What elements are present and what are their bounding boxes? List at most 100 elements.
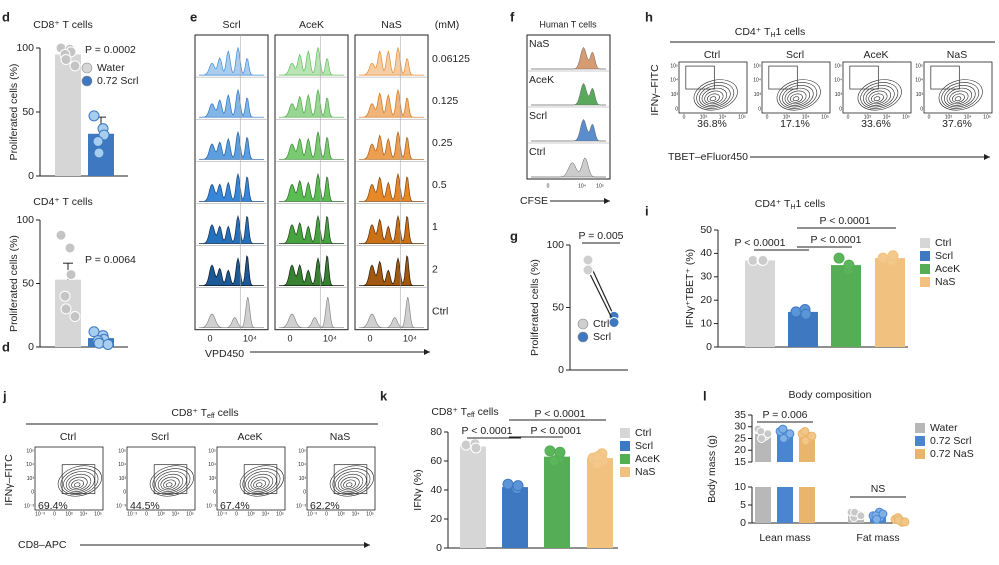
x-tick-label: 10⁵: [902, 114, 910, 120]
density-contour: [779, 82, 818, 109]
bar: [745, 260, 775, 347]
column-label: Scrl: [222, 19, 240, 31]
x-tick-label: 10³: [864, 114, 872, 120]
row-label: AceK: [529, 74, 554, 86]
x-tick-label: 0: [145, 511, 148, 517]
legend-label: NaS: [635, 466, 655, 478]
data-point: [92, 135, 104, 147]
x-tick-label: 10⁴: [403, 333, 417, 343]
p-value: P = 0.0002: [85, 44, 136, 56]
y-axis-label: IFNγ–FITC: [649, 64, 661, 116]
density-contour: [693, 79, 738, 111]
y-tick-label: 0: [706, 341, 712, 353]
title-part: 1 cells: [796, 198, 826, 210]
histogram: [199, 214, 264, 244]
density-contour: [857, 79, 902, 111]
y-tick-label: 0: [31, 490, 34, 496]
density-contour: [329, 465, 374, 497]
density-contour: [704, 90, 724, 105]
density-contour: [863, 85, 895, 108]
plot-frame: [678, 61, 748, 114]
row-label: 0.25: [432, 137, 453, 149]
y-tick-label: 10⁵: [298, 448, 306, 454]
y-tick-label: 10³: [671, 92, 679, 98]
density-contour: [699, 85, 731, 108]
y-tick-label: 0: [28, 341, 34, 353]
histogram: [531, 118, 606, 142]
legend-marker: [81, 62, 93, 74]
data-point: [779, 434, 789, 443]
x-tick-label: 0: [766, 114, 769, 120]
legend-label: Scrl: [935, 250, 953, 262]
data-point: [55, 229, 67, 241]
density-contour: [163, 479, 176, 489]
density-contour: [73, 482, 81, 488]
x-tick-label: 10⁵: [738, 114, 746, 120]
histogram: [199, 172, 264, 202]
plot-frame: [761, 61, 831, 114]
data-point: [69, 311, 81, 323]
data-point: [900, 517, 910, 527]
gate: [685, 65, 715, 90]
legend-label: AceK: [635, 453, 660, 465]
density-contour: [65, 473, 92, 492]
density-contour: [155, 471, 187, 494]
plot-frame: [923, 61, 993, 114]
y-tick-label: 10: [700, 317, 712, 329]
legend-label: 0.72 Scrl: [97, 75, 138, 87]
y-tick-label: 60: [430, 455, 442, 467]
data-point: [512, 480, 524, 492]
data-point: [554, 446, 566, 458]
histogram: [359, 130, 424, 160]
y-tick-label: 10⁻³: [116, 503, 126, 509]
arrow-head: [984, 154, 990, 160]
x-axis-label: CD8–APC: [18, 539, 67, 551]
y-tick-label: 50: [700, 224, 712, 236]
x-tick-label: 10⁵: [821, 114, 829, 120]
chart-title: CD8⁺ Teff cells: [431, 406, 498, 420]
y-tick-label: 30: [734, 421, 746, 433]
y-tick-label: 10⁵: [753, 63, 761, 69]
density-contour: [954, 96, 962, 102]
bar: [502, 487, 528, 548]
legend-label: Ctrl: [935, 237, 951, 249]
y-tick-label: 10⁻³: [296, 503, 306, 509]
y-tick-label: 0: [436, 542, 442, 554]
x-tick-label: 0: [235, 511, 238, 517]
title-part: H: [790, 204, 795, 211]
histogram-frame: [354, 34, 429, 331]
y-tick-label: 10³: [754, 92, 762, 98]
histogram: [359, 214, 424, 244]
histogram-frame: [194, 34, 269, 331]
density-contour: [696, 82, 735, 109]
y-tick-label: 0: [28, 170, 34, 182]
bar: [799, 487, 815, 523]
unit-label: (mM): [435, 19, 460, 31]
title-part: CD8⁺ T: [171, 407, 207, 419]
y-tick-label: 15: [734, 456, 746, 468]
legend-label: 0.72 Scrl: [930, 435, 971, 447]
x-tick-label: 10⁴: [352, 511, 360, 517]
column-label: NaS: [947, 49, 967, 61]
column-label: AceK: [299, 19, 324, 31]
y-tick-label: 10⁻³: [206, 503, 216, 509]
data-point: [801, 436, 811, 446]
density-contour: [941, 82, 980, 109]
x-tick-label: 10⁴: [964, 114, 972, 120]
comparison-label: NS: [871, 483, 886, 495]
x-tick-label: 10⁴: [883, 114, 891, 120]
y-tick-label: 10⁵: [118, 448, 126, 454]
data-point: [69, 60, 81, 72]
density-contour: [782, 85, 814, 108]
x-tick-label: 10³: [157, 511, 165, 517]
panel-letter: i: [645, 203, 649, 218]
x-tick-label: 10⁻³: [127, 511, 137, 517]
legend-marker: [920, 264, 930, 274]
data-point: [887, 250, 899, 262]
y-tick-label: 10⁵: [670, 63, 678, 69]
histogram: [279, 88, 344, 118]
y-tick-label: 0: [213, 490, 216, 496]
x-tick-label: 0: [367, 333, 372, 343]
legend-label: Water: [97, 62, 125, 74]
histogram: [199, 46, 264, 76]
